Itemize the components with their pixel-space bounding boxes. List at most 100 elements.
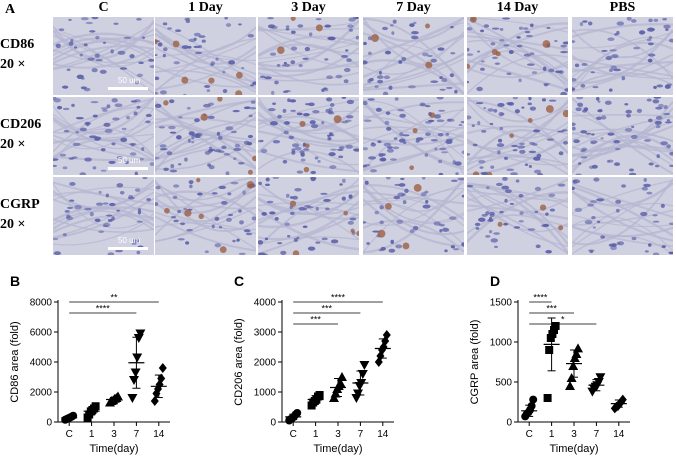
significance-label: ****	[331, 293, 346, 303]
micrograph-cgrp-5	[572, 177, 673, 255]
micrograph-cd206-4	[467, 97, 568, 175]
y-tick-label: 4000	[254, 298, 277, 309]
significance-label: ***	[310, 315, 321, 325]
column-header-5: PBS	[609, 0, 636, 15]
data-point	[337, 372, 347, 381]
micrograph-cgrp-2	[258, 177, 359, 255]
column-header-2: 3 Day	[291, 0, 326, 15]
data-point	[335, 378, 346, 387]
data-point	[566, 373, 577, 382]
micrograph-cgrp-3	[363, 177, 464, 255]
data-point	[571, 349, 582, 358]
column-header-0: C	[98, 0, 109, 15]
micrograph-cd206-5	[572, 97, 673, 175]
y-tick-label: 0	[506, 418, 512, 429]
data-point	[315, 391, 324, 399]
data-point	[135, 329, 146, 339]
scale-bar-label: 50 um	[118, 76, 141, 85]
column-header-3: 7 Day	[396, 0, 431, 15]
data-point	[130, 368, 141, 378]
scale-bar	[108, 247, 148, 250]
micrograph-cgrp-1	[155, 177, 256, 255]
y-axis-label: CD86 area (fold)	[9, 321, 21, 402]
data-point	[91, 402, 100, 411]
row-magnification-label: 20 ×	[0, 217, 26, 232]
micrograph-cd86-5	[572, 17, 673, 95]
y-tick-label: 0	[46, 418, 52, 429]
x-tick-label: C	[526, 429, 533, 440]
micrograph-cd86-4	[467, 17, 568, 95]
panel-a-letter: A	[5, 2, 16, 17]
data-point	[69, 411, 78, 420]
y-tick-label: 3000	[254, 328, 277, 339]
y-tick-label: 0	[270, 418, 276, 429]
x-tick-label: 1	[313, 429, 319, 440]
micrograph-cd206-0	[53, 97, 154, 175]
x-tick-label: 7	[358, 429, 364, 440]
scale-bar	[108, 87, 148, 90]
x-tick-label: 14	[153, 429, 165, 440]
micrograph-cd86-1	[155, 17, 256, 95]
micrograph-cgrp-4	[467, 177, 568, 255]
data-point	[357, 370, 368, 379]
y-tick-label: 2000	[254, 358, 277, 369]
data-point	[127, 394, 138, 403]
data-point	[293, 409, 302, 417]
x-tick-label: 14	[613, 429, 625, 440]
significance-label: **	[110, 293, 118, 303]
data-point	[158, 363, 167, 373]
micrograph-cgrp-0	[53, 177, 154, 255]
y-tick-label: 4000	[30, 358, 53, 369]
data-point	[551, 322, 560, 330]
x-tick-label: C	[290, 429, 297, 440]
x-tick-label: 1	[549, 429, 555, 440]
x-tick-label: 3	[571, 429, 577, 440]
x-axis-label: Time(day)	[549, 443, 598, 455]
data-point	[382, 330, 391, 340]
row-header-cd206: CD206 20 ×	[0, 115, 50, 155]
y-tick-label: 8000	[30, 298, 53, 309]
scale-bar-label: 50 um	[118, 236, 141, 245]
row-header-cd86: CD86 20 ×	[0, 35, 50, 75]
data-point	[618, 394, 627, 405]
x-axis-label: Time(day)	[313, 443, 362, 455]
row-marker-label: CD86	[0, 37, 35, 52]
x-tick-label: 7	[594, 429, 600, 440]
row-magnification-label: 20 ×	[0, 57, 26, 72]
data-point	[150, 396, 159, 406]
y-axis-label: CGRP area (fold)	[469, 320, 481, 405]
significance-label: *	[561, 315, 565, 325]
row-magnification-label: 20 ×	[0, 137, 26, 152]
y-tick-label: 500	[495, 378, 512, 389]
column-header-1: 1 Day	[188, 0, 223, 15]
y-tick-label: 6000	[30, 328, 53, 339]
data-point	[545, 346, 554, 354]
chart-cgrp: D 0 500 1000 1500 C 1 3 7 14 Time(day) CGRP area (f…	[469, 273, 630, 455]
y-axis-label: CD206 area (fold)	[233, 318, 245, 405]
row-marker-label: CD206	[0, 117, 42, 132]
data-point	[573, 343, 583, 353]
scale-bar-label: 50 um	[118, 156, 141, 165]
x-tick-label: 3	[111, 429, 117, 440]
data-point	[157, 373, 166, 384]
data-point	[359, 361, 370, 370]
panel-letter: B	[10, 273, 20, 289]
x-tick-label: 1	[89, 429, 95, 440]
data-point	[527, 402, 536, 410]
y-tick-label: 1000	[490, 338, 513, 349]
significance-label: ***	[322, 304, 333, 314]
data-point	[595, 373, 606, 383]
y-tick-label: 1500	[490, 298, 513, 309]
micrograph-cd206-3	[363, 97, 464, 175]
significance-label: ****	[96, 304, 111, 314]
column-header-4: 14 Day	[496, 0, 539, 15]
data-point	[129, 376, 139, 385]
micrograph-cd86-2	[258, 17, 359, 95]
micrograph-cd86-0	[53, 17, 154, 95]
panel-letter: D	[490, 273, 500, 289]
chart-cd86: B 0 2000 4000 6000 8000 C 1 3 7 14 Time(day) CD86 ar…	[9, 273, 170, 455]
data-point	[543, 394, 552, 402]
x-tick-label: 7	[134, 429, 140, 440]
data-point	[529, 395, 538, 404]
significance-label: ****	[533, 293, 548, 303]
